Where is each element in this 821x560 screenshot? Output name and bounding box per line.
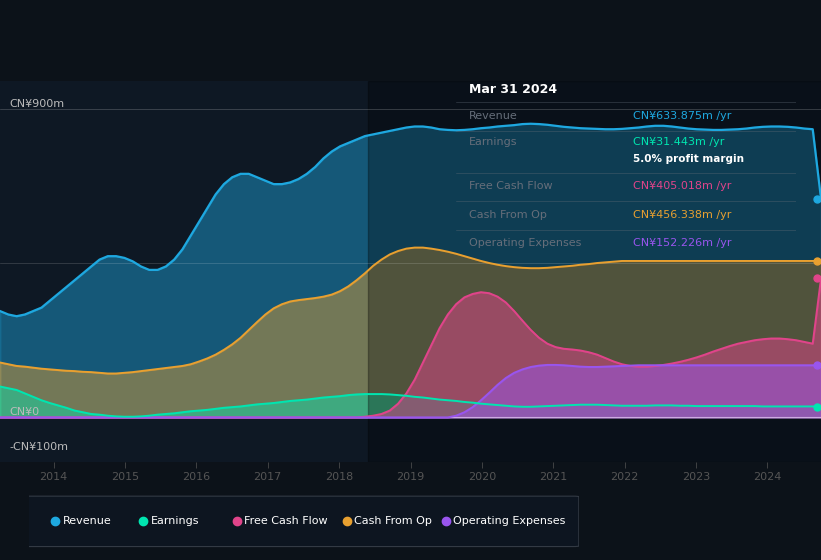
Text: Mar 31 2024: Mar 31 2024 <box>470 83 557 96</box>
Text: CN¥152.226m /yr: CN¥152.226m /yr <box>633 238 732 248</box>
Text: CN¥633.875m /yr: CN¥633.875m /yr <box>633 111 732 121</box>
Bar <box>368 81 821 462</box>
Text: Free Cash Flow: Free Cash Flow <box>470 181 553 191</box>
Text: CN¥405.018m /yr: CN¥405.018m /yr <box>633 181 732 191</box>
Text: Cash From Op: Cash From Op <box>355 516 432 526</box>
FancyBboxPatch shape <box>23 496 579 547</box>
Text: CN¥0: CN¥0 <box>10 408 40 417</box>
Text: Earnings: Earnings <box>151 516 200 526</box>
Text: Cash From Op: Cash From Op <box>470 209 547 220</box>
Text: CN¥456.338m /yr: CN¥456.338m /yr <box>633 209 732 220</box>
Text: Operating Expenses: Operating Expenses <box>453 516 566 526</box>
Text: CN¥900m: CN¥900m <box>10 99 65 109</box>
Text: Earnings: Earnings <box>470 137 518 147</box>
Text: -CN¥100m: -CN¥100m <box>10 442 69 452</box>
Text: Revenue: Revenue <box>470 111 518 121</box>
Text: 5.0% profit margin: 5.0% profit margin <box>633 155 744 165</box>
Text: Free Cash Flow: Free Cash Flow <box>245 516 328 526</box>
Text: Revenue: Revenue <box>63 516 112 526</box>
Text: Operating Expenses: Operating Expenses <box>470 238 581 248</box>
Text: CN¥31.443m /yr: CN¥31.443m /yr <box>633 137 724 147</box>
